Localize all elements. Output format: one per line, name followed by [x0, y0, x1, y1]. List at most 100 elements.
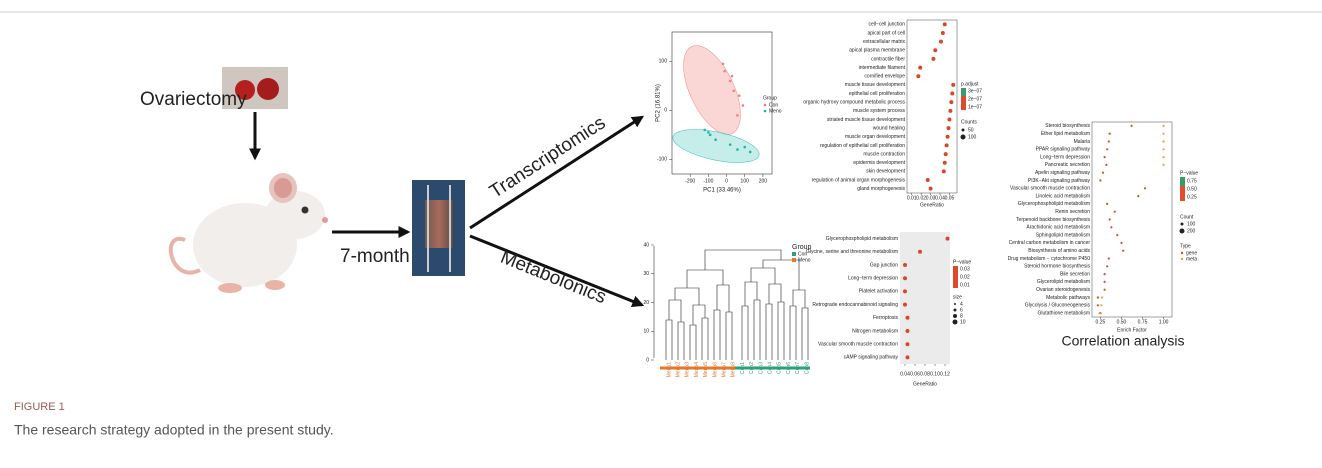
y-tick-label: 0	[664, 108, 667, 114]
term-label: Glycolysis / Gluconeogenesis	[1025, 303, 1091, 309]
dot	[1106, 203, 1108, 205]
point	[709, 134, 712, 137]
dot	[906, 355, 910, 359]
term-label: Arachidonic acid metabolism	[1026, 225, 1090, 231]
term-label: Glycerophospholipid metabolism	[1018, 201, 1090, 207]
sample-label: Meno3	[685, 362, 691, 378]
legend-swatch	[953, 320, 958, 325]
legend-swatch	[1181, 258, 1183, 260]
term-label: Gap junction	[870, 262, 898, 268]
dot	[1130, 125, 1132, 127]
y-tick-label: 40	[643, 242, 649, 248]
legend-label: 0.02	[960, 274, 970, 280]
dot	[1162, 140, 1164, 142]
point	[707, 131, 710, 134]
x-tick-label: 0.50	[1117, 319, 1127, 325]
dot	[1104, 273, 1106, 275]
term-label: Vascular smooth muscle contraction	[818, 342, 898, 348]
branch-label: Metabolonics	[497, 247, 609, 308]
term-label: Terpenoid backbone biosynthesis	[1016, 217, 1090, 223]
y-tick-label: 10	[643, 329, 649, 335]
term-label: epithelial cell proliferation	[849, 91, 905, 97]
term-label: Steroid hormone biosynthesis	[1024, 264, 1090, 270]
term-label: Biosynthesis of amino acids	[1028, 248, 1090, 254]
point	[749, 151, 752, 154]
legend-label: 200	[1187, 228, 1196, 234]
term-label: Drug metabolism − cytochrome P450	[1008, 256, 1091, 262]
dot	[1098, 312, 1100, 314]
dot	[948, 109, 952, 113]
term-label: cell−cell junction	[868, 22, 905, 28]
dot	[918, 66, 922, 70]
dot	[1110, 226, 1112, 228]
x-tick-label: 0.04	[900, 371, 910, 377]
dot	[1114, 211, 1116, 213]
legend-label: 100	[1187, 221, 1196, 227]
term-label: apical plasma membrane	[849, 48, 905, 54]
legend-label: meta	[1186, 256, 1197, 262]
legend-swatch	[1181, 223, 1184, 226]
dot	[1137, 195, 1139, 197]
term-label: intermediate filament	[859, 65, 906, 71]
term-label: muscle system process	[853, 108, 905, 114]
point	[714, 138, 717, 141]
axis-title: PC1 (33.46%)	[703, 188, 741, 194]
dot	[943, 161, 947, 165]
sample-label: Meno6	[712, 362, 718, 378]
legend-swatch	[962, 129, 965, 132]
term-label: Ether lipid metabolism	[1041, 131, 1090, 137]
legend-swatch	[953, 314, 957, 318]
dot	[906, 329, 910, 333]
y-tick-label: 30	[643, 271, 649, 277]
term-label: Long−term depression	[848, 276, 898, 282]
dot	[903, 276, 907, 280]
axis-title: PC2 (16.81%)	[656, 84, 662, 122]
x-tick-label: 0.05	[945, 195, 955, 201]
term-label: Renin secretion	[1055, 209, 1090, 215]
dot	[942, 169, 946, 173]
term-label: Malaria	[1074, 139, 1091, 145]
legend-label: Meno	[769, 108, 782, 114]
x-tick-label: 0.06	[910, 371, 920, 377]
dot	[903, 289, 907, 293]
legend-label: 0.25	[1187, 194, 1197, 200]
legend-swatch	[764, 110, 767, 113]
sample-label: Con2	[749, 362, 755, 374]
dot	[918, 250, 922, 254]
term-label: Sphingolipid metabolism	[1036, 232, 1090, 238]
dot	[931, 57, 935, 61]
dot	[1104, 281, 1106, 283]
sample-label: Con6	[786, 362, 792, 374]
figure-caption: The research strategy adopted in the pre…	[14, 422, 334, 438]
term-label: regulation of epithelial cell proliferat…	[820, 143, 905, 149]
point	[722, 63, 725, 66]
dot	[1120, 242, 1122, 244]
term-label: Nitrogen metabolism	[852, 328, 898, 334]
dot	[946, 135, 950, 139]
legend-title: p.adjust	[961, 81, 979, 87]
legend-swatch	[764, 104, 767, 107]
legend-title: Count	[1180, 214, 1194, 220]
term-label: Glutathione metabolism	[1037, 310, 1090, 316]
legend-title: Counts	[961, 119, 977, 125]
point	[742, 104, 745, 107]
legend-label: 0.75	[1187, 178, 1197, 184]
dot	[950, 92, 954, 96]
sample-label: Meno4	[694, 362, 700, 378]
y-tick-label: 100	[659, 59, 668, 65]
point	[733, 89, 736, 92]
term-label: PI3K−Akt signaling pathway	[1028, 178, 1091, 184]
sample-label: Meno8	[731, 362, 737, 378]
dot	[939, 40, 943, 44]
x-tick-label: 1.00	[1159, 319, 1169, 325]
legend-swatch	[961, 135, 966, 140]
term-label: Retrograde endocannabinoid signaling	[812, 302, 898, 308]
term-label: wound healing	[873, 125, 905, 131]
dot	[1144, 187, 1146, 189]
sample-label: Con8	[804, 362, 810, 374]
term-label: regulation of animal organ morphogenesis	[812, 177, 906, 183]
dot	[1108, 257, 1110, 259]
legend-label: 2e−07	[968, 96, 982, 102]
y-tick-label: 0	[646, 357, 649, 363]
dot	[1097, 296, 1099, 298]
